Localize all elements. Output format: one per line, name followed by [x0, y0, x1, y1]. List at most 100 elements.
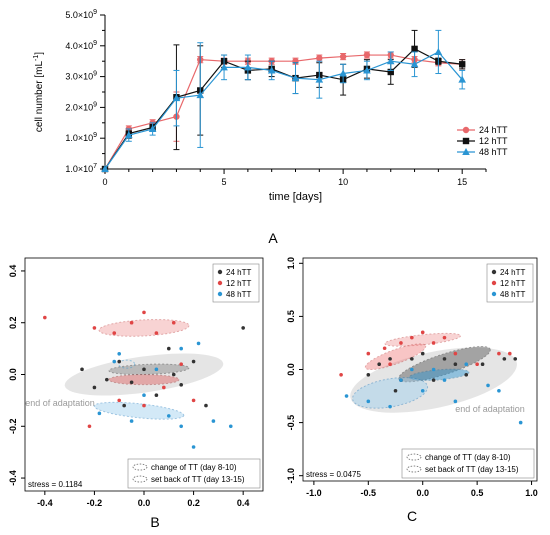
- y-tick-label-a: 4.0×109: [65, 40, 97, 51]
- y-tick-label: 0.4: [8, 265, 18, 278]
- scatter-point: [393, 388, 398, 393]
- x-tick-label-a: 15: [457, 177, 467, 187]
- data-point: [244, 63, 252, 71]
- data-point: [434, 47, 443, 55]
- scatter-point: [117, 398, 122, 403]
- panel-label-a: A: [268, 230, 278, 246]
- y-tick-label: 0.0: [286, 363, 296, 376]
- scatter-point: [497, 388, 501, 393]
- scatter-point: [464, 362, 469, 366]
- panel-label: C: [407, 508, 417, 524]
- y-tick-label-a: 1.0×107: [65, 163, 97, 174]
- x-tick-label: 0.0: [416, 488, 429, 498]
- scatter-point: [179, 346, 183, 351]
- panel-label: B: [150, 514, 159, 530]
- x-tick-label: 0.4: [237, 498, 250, 508]
- scatter-point: [431, 341, 436, 345]
- scatter-point: [399, 378, 403, 382]
- data-point: [410, 60, 419, 68]
- scatter-point: [410, 367, 414, 372]
- legend-label: 12 hTT: [500, 279, 525, 288]
- series-48-hTT: 48 hTT: [101, 29, 508, 172]
- scatter-point: [154, 331, 159, 335]
- scatter-point: [142, 310, 146, 315]
- confidence-ellipse: [108, 363, 190, 376]
- x-tick-label: -0.2: [87, 498, 103, 508]
- data-point: [101, 165, 109, 172]
- scatter-point: [179, 424, 183, 429]
- annotation-end-of-adaptation: end of adaptation: [455, 404, 525, 414]
- scatter-point: [171, 320, 176, 325]
- ellipse-legend-box: [401, 448, 535, 479]
- y-tick-label: -1.0: [286, 468, 296, 484]
- y-tick-label-a: 3.0×109: [65, 71, 97, 82]
- x-tick-label: -0.5: [361, 488, 377, 498]
- scatter-point: [191, 398, 196, 403]
- y-tick-label-a: 5.0×109: [65, 9, 97, 20]
- ellipse-legend-marker: [132, 463, 148, 471]
- data-point: [458, 61, 466, 68]
- scatter-point: [420, 351, 425, 356]
- annotation-end-of-adaptation: end of adaptation: [25, 398, 95, 408]
- scatter-point: [502, 357, 507, 361]
- legend-label: 12 hTT: [226, 279, 251, 288]
- y-tick-label-a: 1.0×109: [65, 132, 97, 143]
- y-tick-label: -0.4: [8, 470, 18, 486]
- scatter-point: [179, 383, 183, 387]
- y-tick-label: 1.0: [286, 257, 296, 270]
- y-tick-label: 0.0: [8, 368, 18, 381]
- data-point: [172, 94, 181, 102]
- scatter-point: [410, 357, 414, 361]
- series-line: [104, 48, 463, 170]
- scatter-point: [92, 385, 97, 390]
- confidence-ellipse: [398, 346, 491, 383]
- scatter-point: [388, 404, 392, 409]
- data-point: [148, 124, 157, 132]
- legend-label: 12 hTT: [479, 136, 508, 146]
- ellipse-legend-label: set back of TT (day 13-15): [151, 475, 245, 484]
- legend-marker: [217, 280, 223, 286]
- scatter-point: [442, 357, 447, 361]
- scatter-point: [453, 351, 458, 356]
- scatter-point: [497, 351, 501, 356]
- legend-marker: [491, 291, 497, 297]
- scatter-point: [420, 388, 425, 393]
- ellipse-legend-box: [127, 458, 261, 489]
- data-point: [411, 45, 418, 53]
- x-tick-label-a: 10: [338, 177, 348, 187]
- ellipse-legend-label: change of TT (day 8-10): [425, 453, 511, 462]
- scatter-point: [154, 367, 159, 372]
- scatter-point: [410, 335, 414, 340]
- scatter-point: [166, 414, 171, 418]
- scatter-point: [228, 424, 233, 429]
- data-point: [363, 51, 371, 59]
- scatter-point: [388, 357, 392, 361]
- scatter-point: [129, 320, 134, 325]
- scatter-point: [344, 394, 349, 398]
- scatter-point: [518, 420, 523, 425]
- data-point: [196, 91, 205, 99]
- legend-marker: [491, 280, 497, 286]
- legend-label: 24 hTT: [479, 125, 508, 135]
- data-point: [316, 54, 323, 62]
- scatter-point: [191, 445, 196, 449]
- panel-c: -1.0 -0.5 0.0 0.5 1.0 -1.0 -0.5 0.0 0.5 1.0 end of…: [286, 257, 538, 524]
- x-axis-label-a: time [days]: [269, 191, 322, 203]
- scatter-point: [117, 359, 122, 364]
- scatter-point: [87, 424, 92, 429]
- scatter-point: [480, 362, 485, 366]
- x-tick-label: 0.5: [471, 488, 484, 498]
- scatter-point: [171, 372, 176, 377]
- data-point: [267, 66, 276, 74]
- panel-a: 0 5 10 15 1.0×107 1.0×109 2.0×109 3.0×109 4.0×10…: [33, 9, 508, 246]
- scatter-point: [154, 393, 159, 398]
- legend-label: 48 hTT: [500, 290, 525, 299]
- scatter-point: [388, 362, 392, 366]
- data-point: [387, 68, 394, 76]
- y-tick-label: 0.5: [286, 310, 296, 323]
- series-12-hTT: 12 hTT: [101, 29, 508, 173]
- y-axis-label-a: cell number [mL-1]: [33, 52, 45, 132]
- scatter-point: [420, 330, 425, 335]
- x-tick-label: 0.0: [138, 498, 151, 508]
